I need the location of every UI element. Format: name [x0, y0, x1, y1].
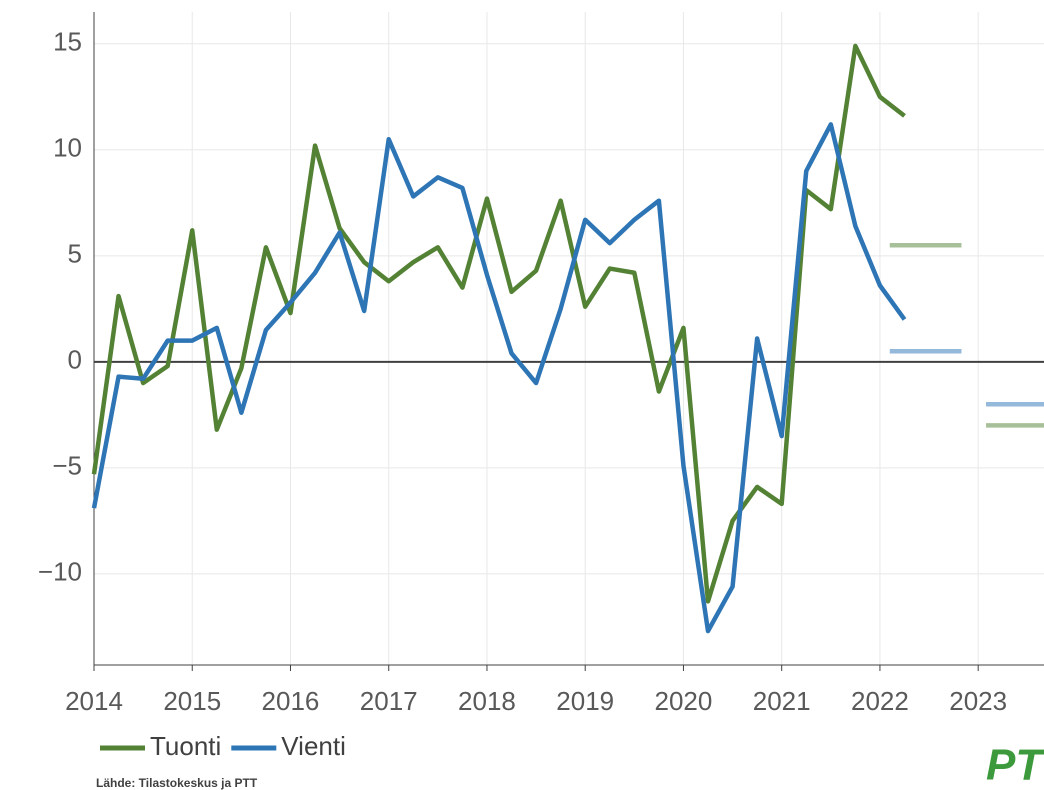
source: Lähde: Tilastokeskus ja PTT [96, 776, 258, 790]
y-tick-label: 5 [68, 239, 82, 269]
x-tick-label: 2020 [655, 686, 713, 716]
y-tick-label: 10 [53, 133, 82, 163]
x-tick-label: 2022 [851, 686, 909, 716]
x-tick-label: 2015 [163, 686, 221, 716]
x-tick-label: 2018 [458, 686, 516, 716]
legend-label: Tuonti [150, 731, 221, 761]
data-line [91, 43, 906, 604]
legend-label: Vienti [281, 731, 346, 761]
x-tick-label: 2017 [360, 686, 418, 716]
y-tick-label: 0 [68, 345, 82, 375]
y-tick-label: 15 [53, 27, 82, 57]
y-tick-label: −10 [38, 557, 82, 587]
data-line [91, 122, 907, 634]
x-tick-label: 2016 [262, 686, 320, 716]
y-tick-label: −5 [52, 451, 82, 481]
x-tick-label: 2023 [949, 686, 1007, 716]
x-tick-label: 2021 [753, 686, 811, 716]
x-tick-label: 2019 [556, 686, 614, 716]
x-tick-label: 2014 [65, 686, 123, 716]
logo: PTT [986, 741, 1044, 790]
